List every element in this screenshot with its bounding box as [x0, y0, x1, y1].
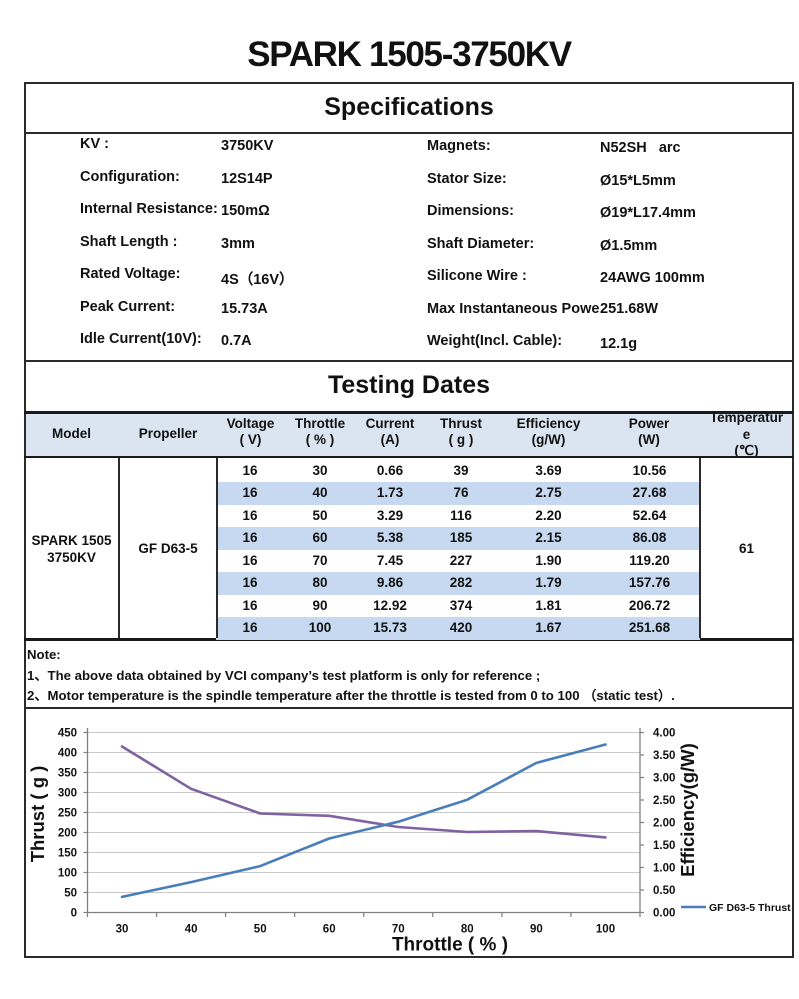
svg-text:0.00: 0.00	[653, 908, 675, 920]
svg-text:1.00: 1.00	[653, 863, 675, 875]
svg-text:2.00: 2.00	[653, 818, 675, 830]
svg-text:400: 400	[58, 748, 77, 760]
svg-text:Efficiency(g/W): Efficiency(g/W)	[677, 743, 698, 877]
svg-text:70: 70	[392, 924, 405, 936]
svg-text:50: 50	[254, 924, 267, 936]
svg-text:0.50: 0.50	[653, 885, 675, 897]
svg-text:3.00: 3.00	[653, 773, 675, 785]
svg-text:40: 40	[185, 924, 198, 936]
svg-text:50: 50	[64, 888, 77, 900]
svg-text:3.50: 3.50	[653, 750, 675, 762]
svg-text:4.00: 4.00	[653, 728, 675, 740]
svg-text:250: 250	[58, 808, 77, 820]
svg-text:150: 150	[58, 848, 77, 860]
svg-text:90: 90	[530, 924, 543, 936]
svg-text:100: 100	[596, 924, 615, 936]
svg-text:GF D63-5 Thrust: GF D63-5 Thrust	[709, 902, 791, 914]
svg-text:300: 300	[58, 788, 77, 800]
svg-text:Throttle ( % ): Throttle ( % )	[392, 935, 508, 956]
svg-text:Thrust ( g ): Thrust ( g )	[27, 766, 48, 863]
svg-text:60: 60	[323, 924, 336, 936]
svg-text:100: 100	[58, 868, 77, 880]
svg-text:80: 80	[461, 924, 474, 936]
svg-text:1.50: 1.50	[653, 840, 675, 852]
svg-text:0: 0	[71, 908, 77, 920]
svg-text:450: 450	[58, 728, 77, 740]
svg-text:30: 30	[116, 924, 129, 936]
svg-text:200: 200	[58, 828, 77, 840]
svg-text:2.50: 2.50	[653, 795, 675, 807]
svg-text:350: 350	[58, 768, 77, 780]
